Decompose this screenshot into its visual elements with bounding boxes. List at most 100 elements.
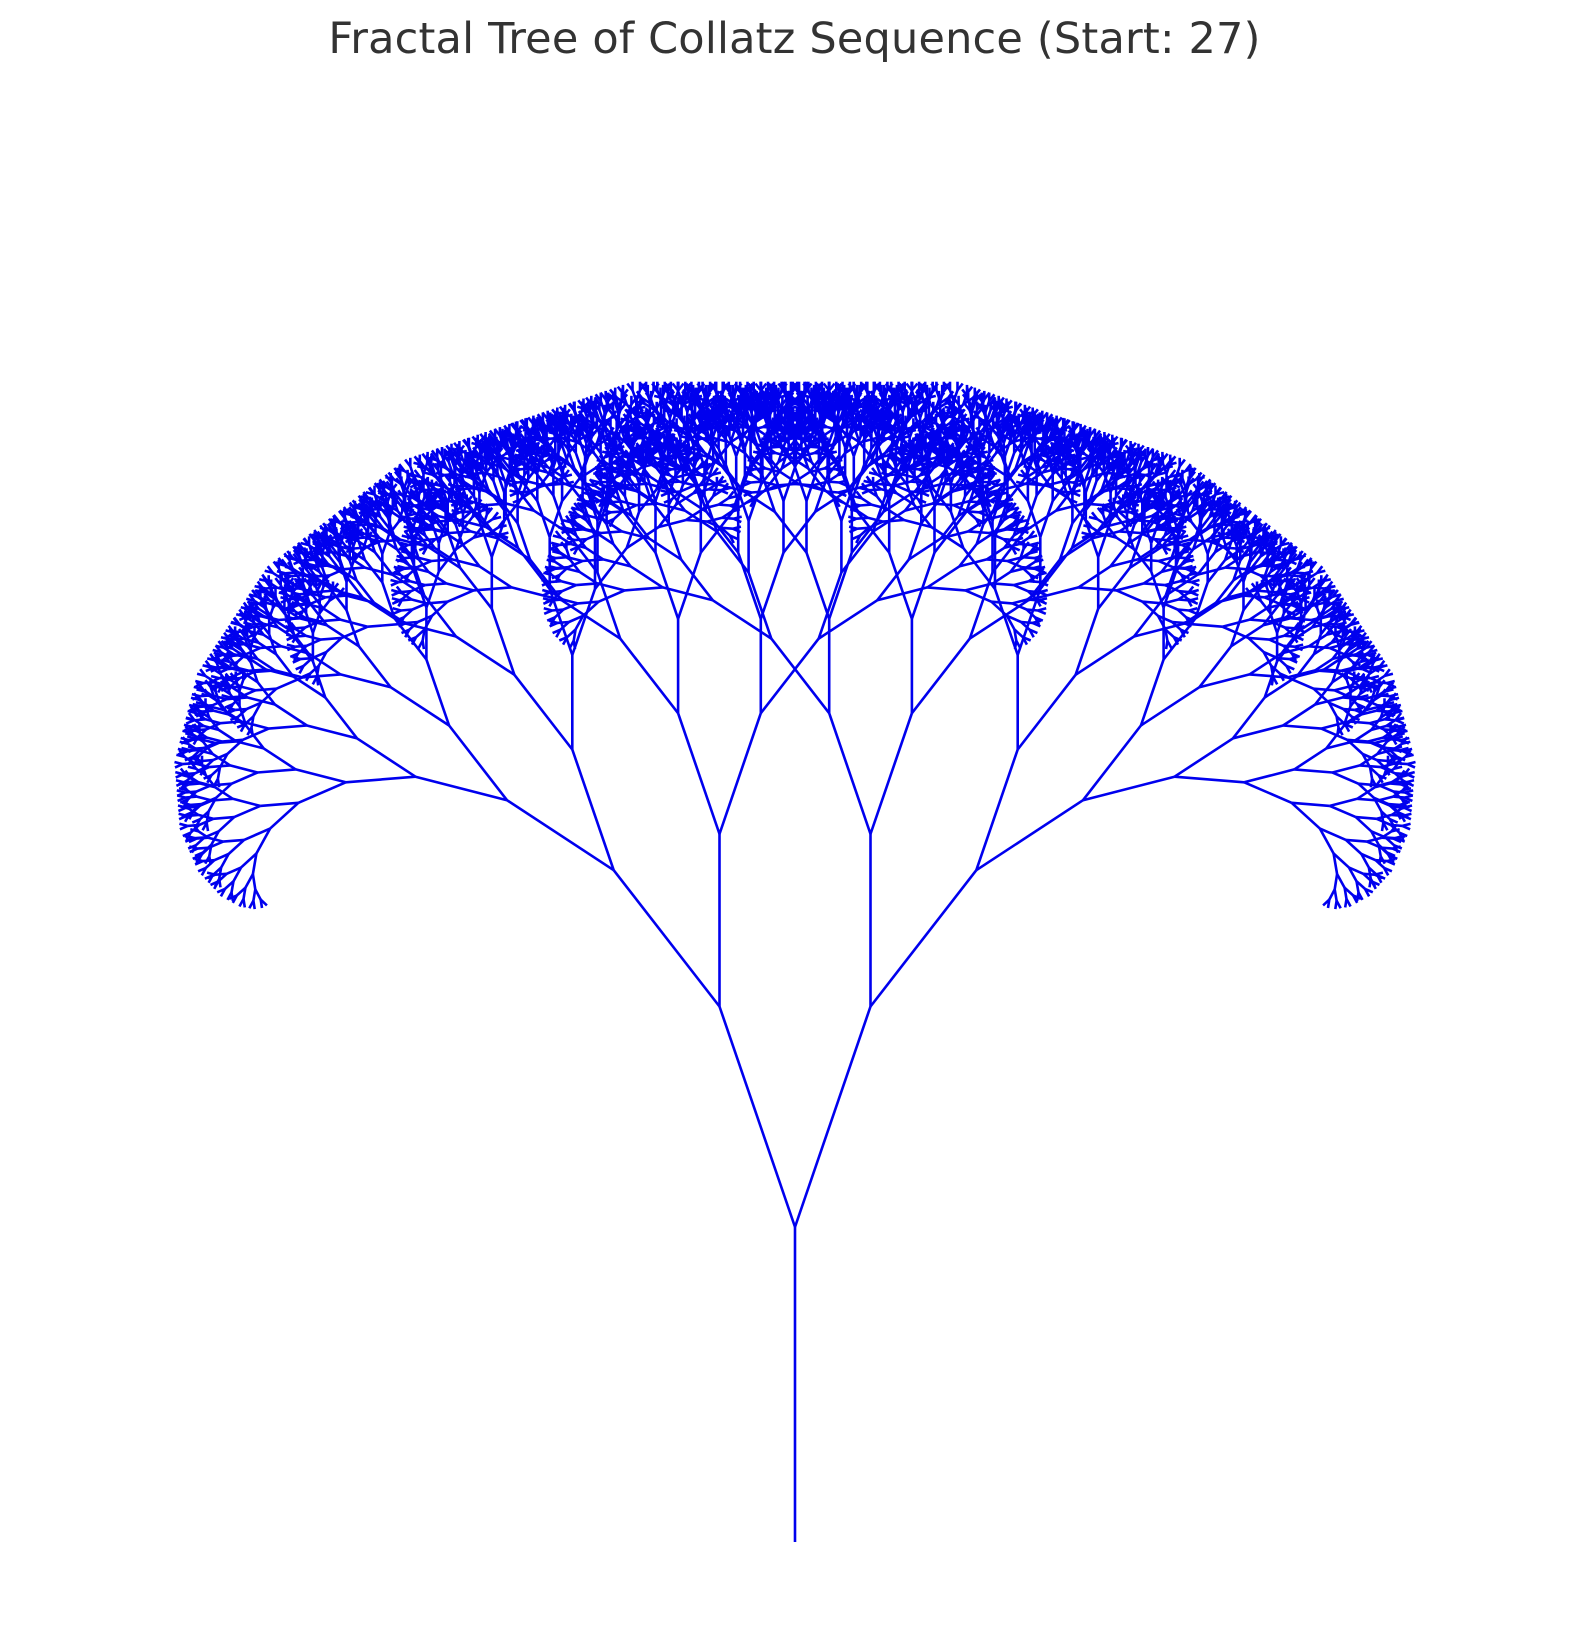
tree-branch: [402, 504, 412, 525]
tree-branch: [364, 540, 381, 549]
tree-branch: [260, 801, 299, 808]
tree-branch: [232, 617, 241, 626]
tree-branch: [463, 480, 475, 490]
tree-branch: [516, 522, 532, 560]
tree-branch: [204, 855, 211, 865]
tree-branch: [457, 474, 466, 483]
tree-branch: [238, 666, 255, 674]
tree-branch: [186, 805, 198, 809]
tree-branch: [387, 471, 395, 480]
tree-branch: [233, 804, 261, 819]
tree-branch: [256, 657, 276, 672]
tree-branch: [223, 708, 243, 723]
tree-branch: [274, 669, 303, 679]
tree-branch: [219, 853, 230, 869]
tree-branch: [197, 813, 214, 821]
tree-branch: [235, 707, 247, 712]
tree-branch: [1013, 583, 1029, 593]
tree-branch: [986, 558, 1008, 563]
tree-branch: [291, 600, 301, 606]
tree-branch: [219, 659, 231, 669]
tree-branch: [302, 537, 310, 546]
tree-branch: [246, 727, 253, 736]
tree-branch: [596, 572, 622, 640]
tree-branch: [453, 485, 463, 491]
tree-branch: [770, 637, 831, 714]
tree-branch: [416, 486, 425, 492]
tree-branch: [600, 530, 622, 535]
tree-branch: [226, 866, 242, 875]
tree-branch: [559, 441, 570, 463]
tree-branch: [345, 545, 355, 550]
tree-branch: [311, 650, 327, 660]
tree-branch: [195, 711, 205, 718]
tree-branch: [499, 533, 509, 540]
figure-title: Fractal Tree of Collatz Sequence (Start:…: [328, 14, 1261, 64]
tree-branch: [451, 558, 480, 568]
tree-branch: [508, 479, 518, 484]
tree-branch: [459, 510, 472, 514]
tree-branch: [225, 651, 235, 657]
tree-branch: [185, 810, 194, 817]
tree-branch: [392, 499, 399, 512]
tree-branch: [321, 544, 334, 554]
tree-branch: [294, 610, 304, 616]
tree-branch: [311, 676, 318, 686]
tree-branch: [177, 747, 187, 753]
tree-branch: [378, 489, 385, 502]
tree-branch: [468, 454, 476, 464]
tree-branch: [230, 669, 246, 679]
tree-branch: [328, 583, 348, 597]
tree-branch: [236, 886, 247, 897]
tree-branch: [472, 495, 482, 517]
tree-branch: [964, 589, 992, 603]
tree-branch: [255, 687, 277, 692]
tree-branch: [382, 527, 402, 541]
tree-branch: [718, 1006, 797, 1228]
tree-branch: [398, 463, 406, 472]
tree-branch: [183, 772, 196, 776]
tree-branch: [415, 536, 425, 542]
tree-branch: [968, 530, 990, 535]
tree-branch: [389, 686, 450, 727]
tree-branch: [336, 543, 349, 557]
tree-branch: [610, 510, 623, 514]
tree-branch: [247, 656, 267, 671]
tree-branch: [410, 583, 426, 593]
tree-branch: [280, 595, 290, 601]
tree-branch: [517, 460, 537, 475]
tree-branch: [427, 508, 439, 518]
tree-branch: [517, 490, 530, 494]
tree-branch: [244, 623, 254, 629]
tree-branch: [200, 704, 213, 708]
tree-branch: [231, 771, 259, 785]
tree-branch: [218, 665, 228, 671]
tree-branch: [288, 634, 298, 640]
tree-branch: [430, 522, 441, 544]
tree-branch: [310, 596, 327, 605]
tree-branch: [407, 636, 417, 642]
tree-branch: [405, 502, 415, 507]
tree-branch: [228, 676, 240, 681]
tree-branch: [532, 423, 539, 436]
tree-branch: [399, 573, 411, 583]
tree-branch: [183, 755, 195, 765]
tree-branch: [205, 722, 222, 731]
tree-branch: [381, 533, 391, 555]
tree-branch: [247, 632, 257, 639]
tree-branch: [568, 640, 575, 649]
tree-branch: [427, 545, 461, 569]
tree-branch: [473, 465, 485, 474]
tree-branch: [300, 656, 313, 661]
tree-branch: [759, 637, 820, 714]
tree-branch: [429, 452, 438, 461]
tree-branch: [405, 565, 418, 570]
tree-branch: [295, 664, 305, 671]
tree-branch: [251, 589, 259, 598]
tree-branch: [214, 786, 234, 800]
tree-branch: [433, 546, 453, 561]
tree-branch: [300, 586, 312, 595]
tree-branch: [229, 695, 242, 699]
tree-branch: [271, 593, 284, 608]
tree-branch: [263, 614, 279, 622]
